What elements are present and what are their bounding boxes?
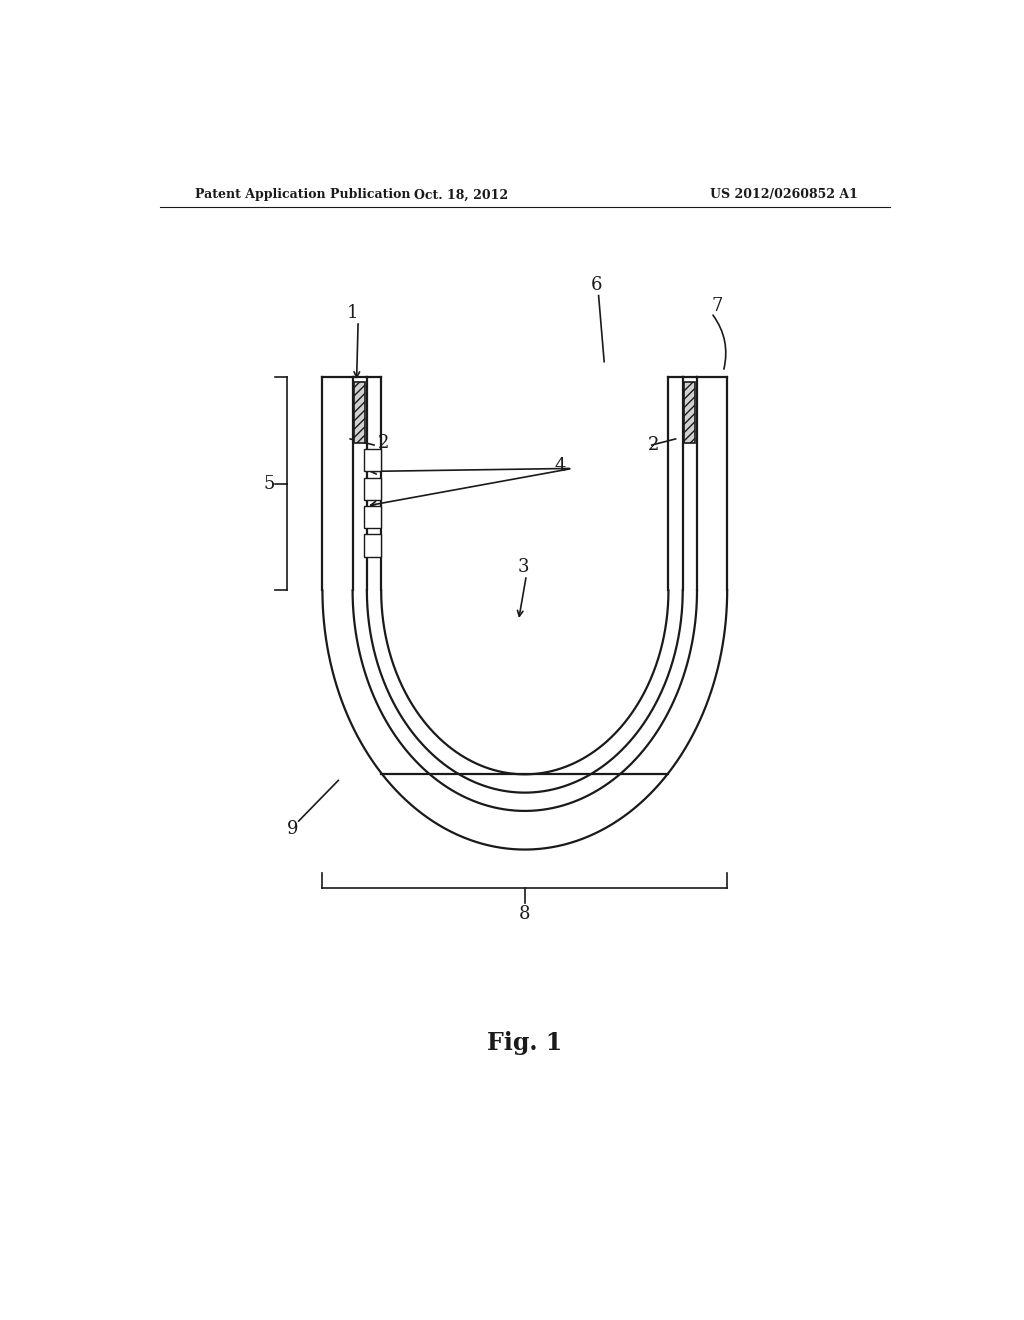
Text: 7: 7 <box>711 297 723 314</box>
Bar <box>364 506 381 528</box>
Bar <box>684 381 695 444</box>
Bar <box>354 381 366 444</box>
Text: 8: 8 <box>519 904 530 923</box>
Text: 2: 2 <box>648 436 659 454</box>
Bar <box>364 449 381 471</box>
Text: 3: 3 <box>517 558 529 576</box>
Text: 4: 4 <box>555 457 566 475</box>
Text: 1: 1 <box>347 304 358 322</box>
Text: 9: 9 <box>288 820 299 838</box>
Bar <box>364 478 381 500</box>
Text: 5: 5 <box>263 475 275 492</box>
Text: 6: 6 <box>591 276 602 294</box>
Text: Patent Application Publication: Patent Application Publication <box>196 189 411 202</box>
Text: US 2012/0260852 A1: US 2012/0260852 A1 <box>711 189 858 202</box>
Text: Fig. 1: Fig. 1 <box>487 1031 562 1055</box>
Text: Oct. 18, 2012: Oct. 18, 2012 <box>415 189 508 202</box>
Text: 2: 2 <box>378 434 389 451</box>
Bar <box>364 535 381 557</box>
